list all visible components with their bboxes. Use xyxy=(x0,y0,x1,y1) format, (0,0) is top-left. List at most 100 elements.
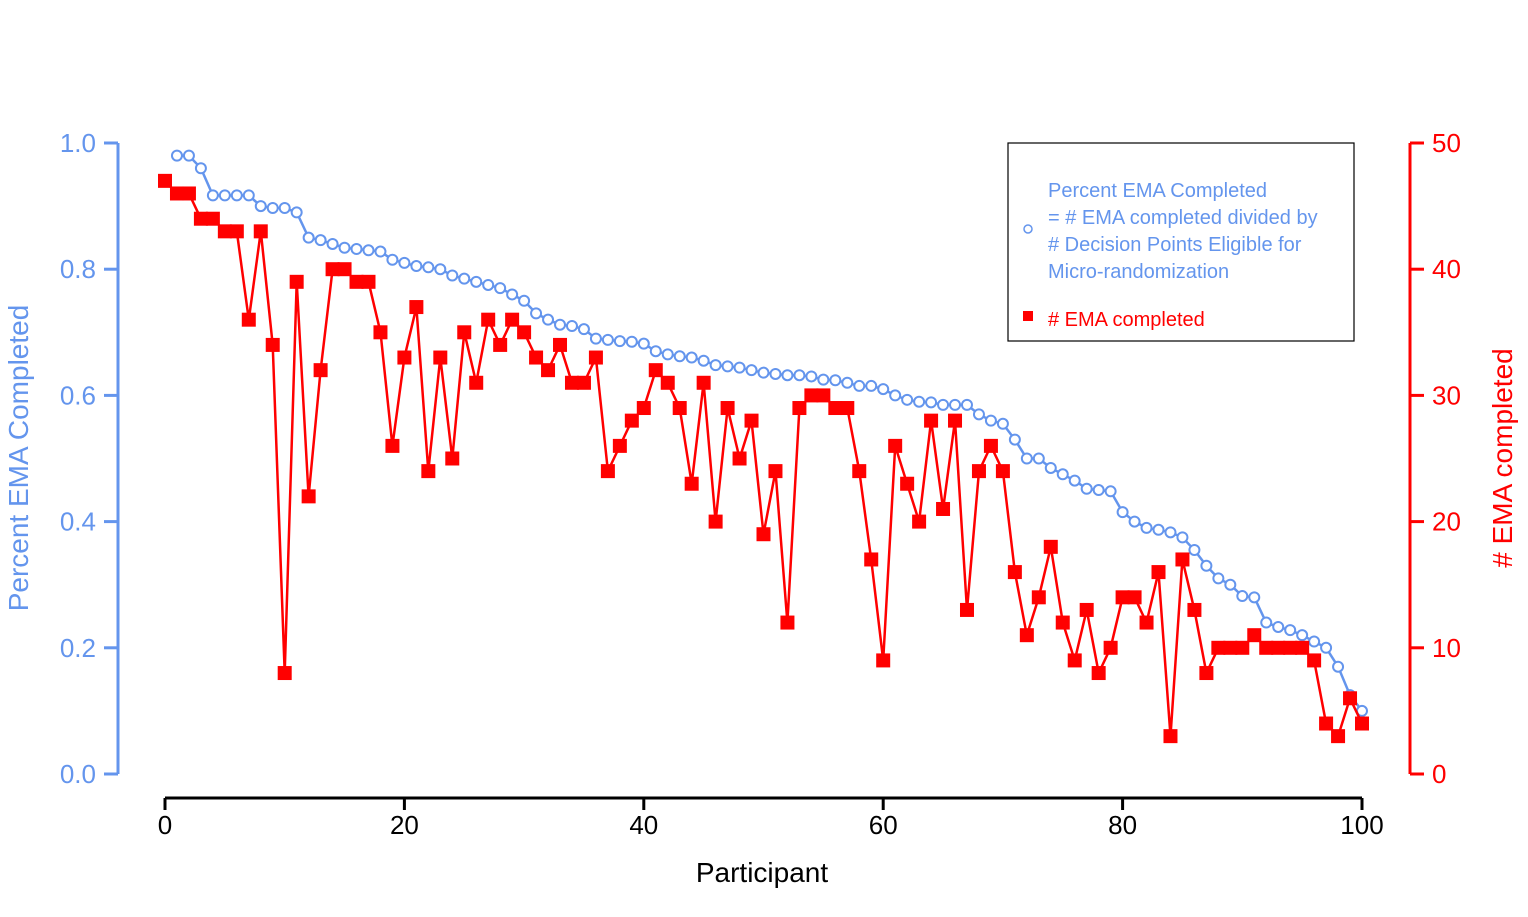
x-axis-title: Participant xyxy=(696,857,829,888)
data-point-count xyxy=(1115,590,1130,605)
data-point-count xyxy=(1235,640,1250,655)
data-point-count xyxy=(421,464,436,479)
y-right-tick-label: 20 xyxy=(1432,507,1461,537)
data-point-count xyxy=(1031,590,1046,605)
y-left-axis-title: Percent EMA Completed xyxy=(3,305,34,612)
data-point-count xyxy=(612,438,627,453)
data-point-percent xyxy=(194,162,207,175)
data-point-count xyxy=(517,325,532,340)
data-point-count xyxy=(792,401,807,416)
data-point-count xyxy=(301,489,316,504)
data-point-count xyxy=(445,451,460,466)
data-point-percent xyxy=(338,241,351,254)
data-point-percent xyxy=(1212,572,1225,585)
data-point-percent xyxy=(302,231,315,244)
data-point-count xyxy=(181,186,196,201)
y-left-tick-label: 0.4 xyxy=(60,507,96,537)
data-point-count xyxy=(756,527,771,542)
data-point-percent xyxy=(817,373,830,386)
data-point-count xyxy=(1259,640,1274,655)
data-point-percent xyxy=(1176,531,1189,544)
data-point-count xyxy=(636,401,651,416)
data-point-percent xyxy=(398,256,411,269)
legend-entry-count: # EMA completed xyxy=(1048,309,1205,331)
data-point-percent xyxy=(1020,452,1033,465)
data-point-count xyxy=(852,464,867,479)
legend-percent-line: Micro-randomization xyxy=(1048,261,1229,283)
data-point-percent xyxy=(709,359,722,372)
y-right-tick-label: 40 xyxy=(1432,254,1461,284)
data-point-count xyxy=(588,350,603,365)
data-point-count xyxy=(397,350,412,365)
y-right-tick-label: 50 xyxy=(1432,128,1461,158)
y-left-tick-label: 0.6 xyxy=(60,380,96,410)
data-point-percent xyxy=(554,318,567,331)
legend-entry-percent: Percent EMA Completed = # EMA completed d… xyxy=(1048,180,1318,283)
data-point-percent xyxy=(1008,433,1021,446)
data-point-count xyxy=(1247,628,1262,643)
data-point-count xyxy=(648,363,663,378)
data-point-percent xyxy=(1140,521,1153,534)
data-point-count xyxy=(660,375,675,390)
data-point-count xyxy=(1007,565,1022,580)
data-point-count xyxy=(433,350,448,365)
data-point-percent xyxy=(206,189,219,202)
y-right-axis-title: # EMA completed xyxy=(1487,348,1518,567)
data-point-count xyxy=(529,350,544,365)
data-point-percent xyxy=(434,263,447,276)
data-point-count xyxy=(253,224,268,239)
data-point-percent xyxy=(1152,523,1165,536)
data-point-count xyxy=(1055,615,1070,630)
data-point-percent xyxy=(565,319,578,332)
data-point-count xyxy=(1091,666,1106,681)
data-point-percent xyxy=(1032,452,1045,465)
data-point-percent xyxy=(1272,620,1285,633)
data-point-count xyxy=(349,274,364,289)
data-point-percent xyxy=(278,201,291,214)
data-point-count xyxy=(469,375,484,390)
data-point-percent xyxy=(889,389,902,402)
data-point-count xyxy=(481,312,496,327)
data-point-count xyxy=(1043,539,1058,554)
y-left-tick-label: 1.0 xyxy=(60,128,96,158)
data-point-count xyxy=(1163,729,1178,744)
data-point-percent xyxy=(350,243,363,256)
data-point-count xyxy=(158,173,172,188)
data-point-percent xyxy=(697,354,710,367)
data-point-percent xyxy=(769,367,782,380)
data-point-count xyxy=(1067,653,1082,668)
data-point-count xyxy=(995,464,1010,479)
data-point-count xyxy=(193,211,208,226)
data-point-percent xyxy=(1236,590,1249,603)
data-point-percent xyxy=(637,337,650,350)
data-point-count xyxy=(241,312,256,327)
data-point-count xyxy=(1343,691,1358,706)
data-point-count xyxy=(1295,640,1310,655)
data-point-percent xyxy=(841,376,854,389)
x-tick-label: 80 xyxy=(1108,810,1137,840)
data-point-percent xyxy=(1044,461,1057,474)
data-point-percent xyxy=(589,332,602,345)
data-point-count xyxy=(1283,640,1298,655)
data-point-percent xyxy=(446,269,459,282)
data-point-percent xyxy=(482,278,495,291)
legend-percent-line: # Decision Points Eligible for xyxy=(1048,234,1302,256)
data-point-percent xyxy=(733,361,746,374)
data-point-count xyxy=(325,262,340,277)
data-point-count xyxy=(265,337,280,352)
data-point-count xyxy=(277,666,292,681)
data-point-percent xyxy=(1068,474,1081,487)
data-point-count xyxy=(1355,716,1369,731)
data-point-percent xyxy=(1116,506,1129,519)
y-left-tick-label: 0.0 xyxy=(60,759,96,789)
data-point-count xyxy=(505,312,520,327)
data-point-count xyxy=(708,514,723,529)
data-point-percent xyxy=(170,149,183,162)
legend-percent-line: = # EMA completed divided by xyxy=(1048,207,1318,229)
data-point-percent xyxy=(1284,624,1297,637)
data-point-percent xyxy=(290,206,303,219)
data-point-count xyxy=(864,552,879,567)
data-point-percent xyxy=(685,351,698,364)
data-point-count xyxy=(1319,716,1334,731)
